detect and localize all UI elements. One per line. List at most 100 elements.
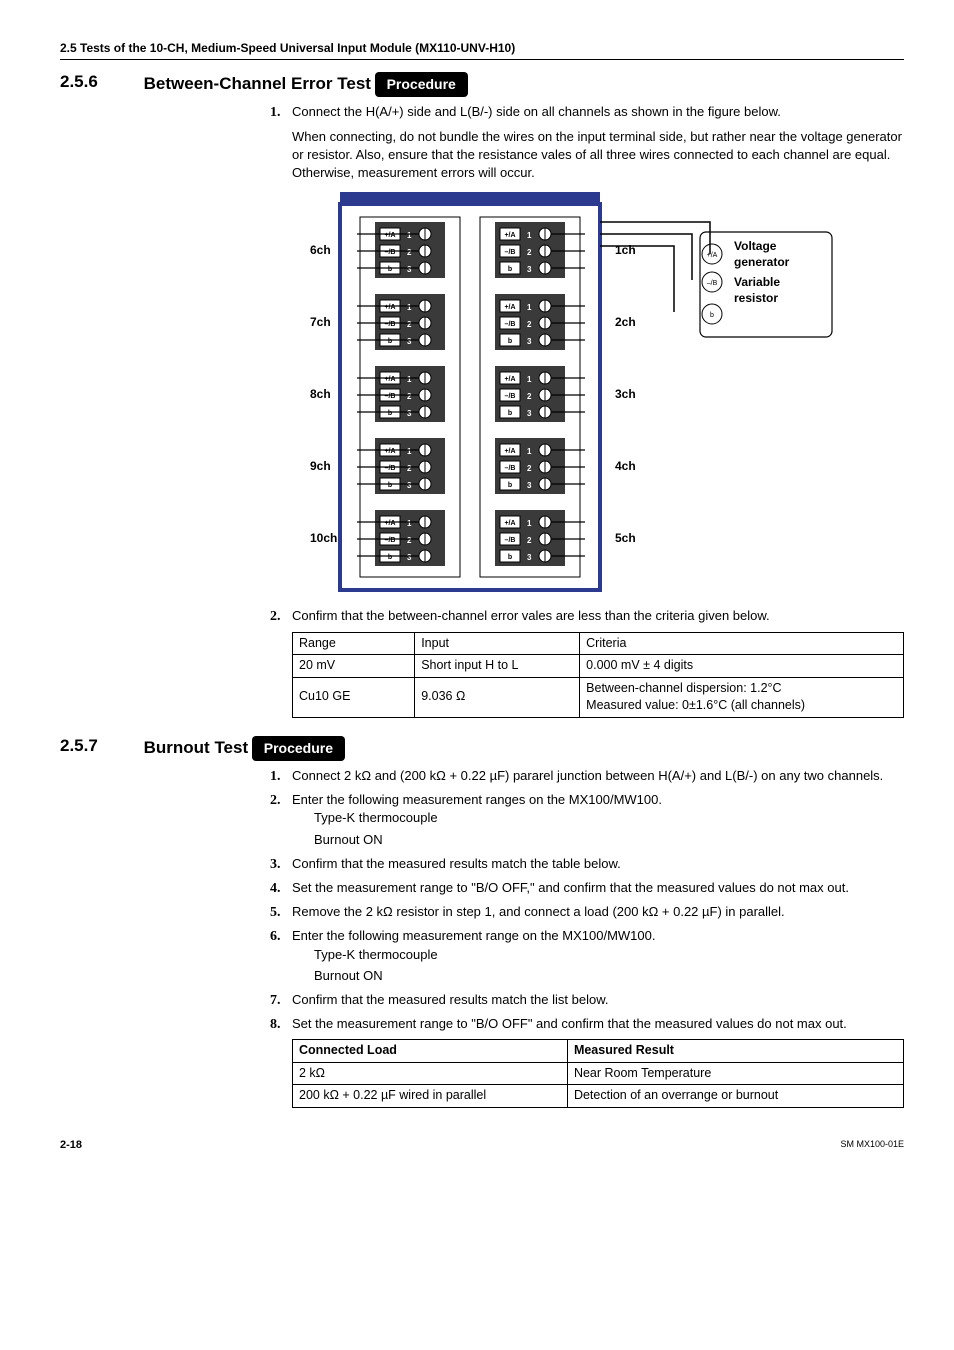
svg-text:b: b — [388, 338, 392, 345]
step-number: 8. — [270, 1015, 281, 1035]
svg-text:+/A: +/A — [384, 376, 395, 383]
svg-text:3: 3 — [407, 409, 412, 418]
svg-text:7ch: 7ch — [310, 315, 331, 329]
step-text: Confirm that the measured results match … — [292, 991, 904, 1009]
svg-text:1ch: 1ch — [615, 243, 636, 257]
step-text: Enter the following measurement ranges o… — [292, 791, 904, 809]
section-title: Between-Channel Error Test — [144, 72, 371, 96]
step-item: 7. Confirm that the measured results matc… — [270, 991, 904, 1009]
table-row: 200 kΩ + 0.22 µF wired in parallel Detec… — [293, 1085, 904, 1108]
svg-text:2: 2 — [527, 392, 532, 401]
svg-text:–/B: –/B — [505, 537, 516, 544]
step-item: 4.Set the measurement range to "B/O OFF,… — [270, 879, 904, 897]
table-cell: Near Room Temperature — [567, 1062, 903, 1085]
table-header: Range — [293, 632, 415, 655]
step-number: 6. — [270, 927, 281, 947]
svg-text:2: 2 — [407, 248, 412, 257]
procedure-badge: Procedure — [252, 736, 345, 762]
svg-text:3: 3 — [527, 481, 532, 490]
step-number: 3. — [270, 855, 281, 875]
svg-text:2: 2 — [407, 392, 412, 401]
wiring-diagram: +/A 1 –/B 2 b 3 6ch +/A 1 –/B 2 b 3 7ch +/A 1 –/B 2 b 3 8ch +… — [300, 192, 904, 597]
step-text: Connect the H(A/+) side and L(B/-) side … — [292, 103, 904, 121]
step-item: 3.Confirm that the measured results matc… — [270, 855, 904, 873]
table-header: Connected Load — [293, 1040, 568, 1063]
svg-text:3: 3 — [407, 481, 412, 490]
svg-text:8ch: 8ch — [310, 387, 331, 401]
svg-text:9ch: 9ch — [310, 459, 331, 473]
source-pin-label: b — [710, 312, 714, 319]
svg-text:3: 3 — [527, 553, 532, 562]
svg-text:2: 2 — [407, 320, 412, 329]
page-footer: 2-18 SM MX100-01E — [60, 1138, 904, 1153]
step-sub: Type-K thermocouple — [314, 946, 904, 964]
criteria-table: Range Input Criteria 20 mV Short input H… — [292, 632, 904, 718]
svg-text:2: 2 — [407, 464, 412, 473]
step-number: 1. — [270, 767, 281, 787]
step-item: 2. Confirm that the between-channel erro… — [270, 607, 904, 625]
svg-text:3: 3 — [527, 265, 532, 274]
svg-text:+/A: +/A — [384, 520, 395, 527]
svg-text:1: 1 — [407, 447, 412, 456]
svg-text:1: 1 — [527, 231, 532, 240]
source-label: Variable — [734, 275, 780, 289]
result-table: Connected Load Measured Result 2 kΩ Near… — [292, 1039, 904, 1108]
table-header: Measured Result — [567, 1040, 903, 1063]
svg-text:3: 3 — [527, 409, 532, 418]
svg-text:b: b — [508, 266, 512, 273]
svg-text:–/B: –/B — [505, 249, 516, 256]
table-header: Criteria — [580, 632, 904, 655]
svg-text:–/B: –/B — [385, 249, 396, 256]
svg-text:–/B: –/B — [385, 537, 396, 544]
svg-text:+/A: +/A — [504, 520, 515, 527]
step-item: 1.Connect 2 kΩ and (200 kΩ + 0.22 µF) pa… — [270, 767, 904, 785]
svg-text:b: b — [388, 410, 392, 417]
step-item: 5.Remove the 2 kΩ resistor in step 1, an… — [270, 903, 904, 921]
svg-text:6ch: 6ch — [310, 243, 331, 257]
svg-text:+/A: +/A — [504, 376, 515, 383]
table-row: 20 mV Short input H to L 0.000 mV ± 4 di… — [293, 655, 904, 678]
svg-text:–/B: –/B — [385, 465, 396, 472]
svg-text:1: 1 — [527, 375, 532, 384]
svg-text:1: 1 — [527, 447, 532, 456]
svg-text:+/A: +/A — [504, 448, 515, 455]
step-number: 1. — [270, 103, 281, 123]
svg-text:b: b — [508, 338, 512, 345]
table-cell: Short input H to L — [415, 655, 580, 678]
svg-text:4ch: 4ch — [615, 459, 636, 473]
table-cell: Between-channel dispersion: 1.2°C Measur… — [580, 677, 904, 717]
svg-text:10ch: 10ch — [310, 531, 337, 545]
table-row: Cu10 GE 9.036 Ω Between-channel dispersi… — [293, 677, 904, 717]
wiring-diagram-svg: +/A 1 –/B 2 b 3 6ch +/A 1 –/B 2 b 3 7ch +/A 1 –/B 2 b 3 8ch +… — [300, 192, 840, 592]
svg-text:–/B: –/B — [505, 321, 516, 328]
svg-text:1: 1 — [527, 519, 532, 528]
source-pin-label: +/A — [707, 252, 718, 259]
table-cell: Detection of an overrange or burnout — [567, 1085, 903, 1108]
svg-text:b: b — [388, 266, 392, 273]
section-title: Burnout Test — [144, 736, 249, 760]
section-number: 2.5.7 — [60, 734, 140, 758]
svg-text:2: 2 — [527, 320, 532, 329]
svg-text:2: 2 — [527, 536, 532, 545]
table-cell: Cu10 GE — [293, 677, 415, 717]
svg-text:2: 2 — [527, 248, 532, 257]
doc-code: SM MX100-01E — [840, 1138, 904, 1153]
step-number: 2. — [270, 607, 281, 627]
step-number: 7. — [270, 991, 281, 1011]
svg-text:–/B: –/B — [505, 393, 516, 400]
svg-text:+/A: +/A — [384, 448, 395, 455]
svg-text:3: 3 — [527, 337, 532, 346]
step-text: Set the measurement range to "B/O OFF," … — [292, 879, 904, 897]
svg-text:–/B: –/B — [385, 393, 396, 400]
svg-text:1: 1 — [527, 303, 532, 312]
svg-text:–/B: –/B — [505, 465, 516, 472]
svg-text:+/A: +/A — [504, 232, 515, 239]
table-row: 2 kΩ Near Room Temperature — [293, 1062, 904, 1085]
svg-text:1: 1 — [407, 519, 412, 528]
table-cell: 200 kΩ + 0.22 µF wired in parallel — [293, 1085, 568, 1108]
step-sub: Burnout ON — [314, 967, 904, 985]
svg-text:2: 2 — [527, 464, 532, 473]
section-burnout: 2.5.7 Burnout Test Procedure 1.Connect 2… — [60, 732, 904, 1108]
step-sub: Burnout ON — [314, 831, 904, 849]
svg-text:2ch: 2ch — [615, 315, 636, 329]
